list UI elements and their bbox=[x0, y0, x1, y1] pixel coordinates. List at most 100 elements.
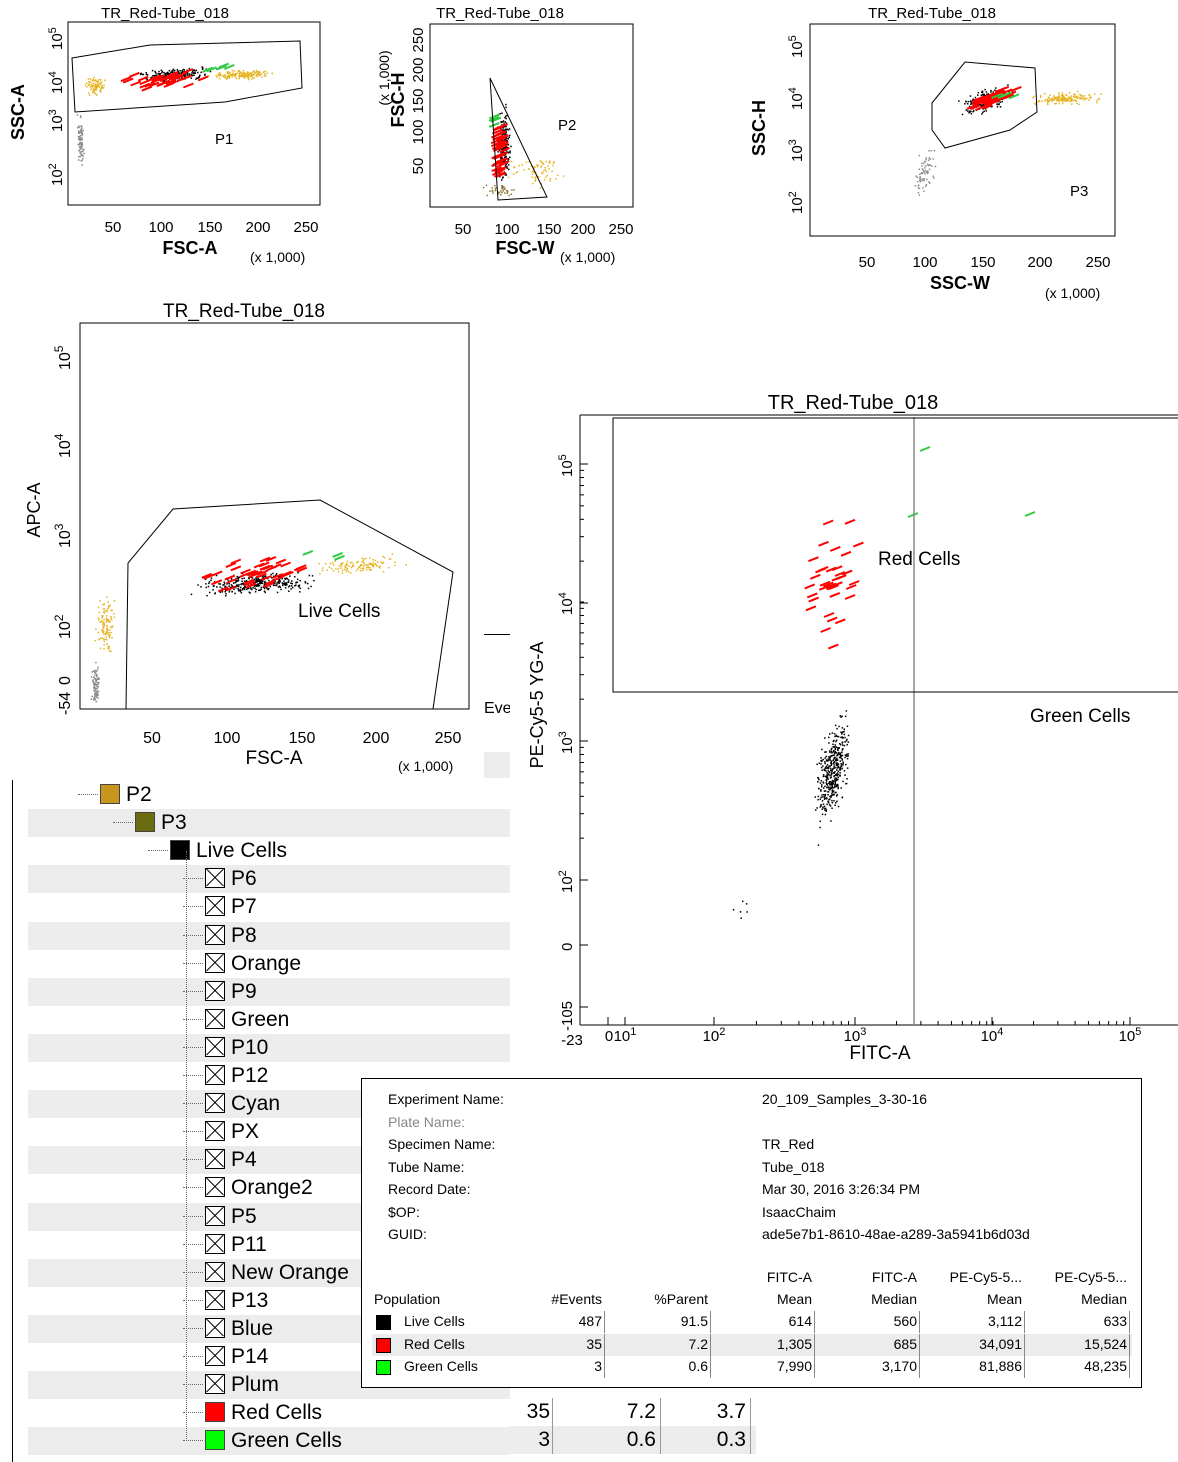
population-label[interactable]: P10 bbox=[231, 1035, 269, 1059]
event-dot bbox=[983, 94, 986, 97]
event-dot bbox=[847, 734, 850, 737]
population-label[interactable]: Green Cells bbox=[231, 1429, 342, 1453]
population-hidden-checkbox-icon[interactable] bbox=[205, 1205, 225, 1226]
population-label[interactable]: Orange2 bbox=[231, 1176, 313, 1200]
event-dot bbox=[821, 759, 823, 762]
event-dot bbox=[193, 72, 195, 75]
population-label[interactable]: P7 bbox=[231, 895, 257, 919]
plot-frame bbox=[429, 23, 634, 208]
population-hidden-checkbox-icon[interactable] bbox=[205, 1233, 225, 1254]
population-label[interactable]: Blue bbox=[231, 1316, 274, 1340]
population-hidden-checkbox-icon[interactable] bbox=[205, 1289, 225, 1310]
event-dot bbox=[235, 77, 238, 80]
event-dash bbox=[203, 573, 215, 580]
population-hidden-checkbox-icon[interactable] bbox=[205, 1346, 225, 1366]
event-dot bbox=[227, 76, 229, 78]
table-row[interactable]: Green Cells 3 0.6 7,990 3,170 81,886 48,235 bbox=[372, 1356, 1132, 1378]
event-dot bbox=[107, 619, 109, 621]
population-hidden-checkbox-icon[interactable] bbox=[205, 1036, 225, 1057]
event-dot bbox=[183, 76, 186, 78]
population-label[interactable]: P14 bbox=[231, 1345, 269, 1368]
population-label[interactable]: Orange bbox=[231, 951, 302, 975]
table-row[interactable]: Red Cells 35 7.2 1,305 685 34,091 15,524 bbox=[372, 1333, 1132, 1356]
population-label[interactable]: P4 bbox=[231, 1148, 257, 1172]
event-dot bbox=[827, 800, 829, 803]
table-cell: 3,112 bbox=[988, 1313, 1022, 1329]
event-dot bbox=[223, 582, 226, 585]
event-dot bbox=[485, 184, 488, 187]
event-dot bbox=[504, 156, 506, 159]
event-dot bbox=[838, 725, 840, 728]
event-dot bbox=[158, 73, 160, 75]
population-hidden-checkbox-icon[interactable] bbox=[205, 1261, 225, 1282]
event-dot bbox=[829, 798, 831, 800]
event-dot bbox=[833, 750, 835, 752]
population-hidden-checkbox-icon[interactable] bbox=[205, 868, 225, 889]
event-dot bbox=[94, 693, 96, 696]
population-hidden-checkbox-icon[interactable] bbox=[205, 1317, 225, 1338]
event-dot bbox=[831, 781, 834, 783]
population-hidden-checkbox-icon[interactable] bbox=[205, 924, 225, 945]
event-dot bbox=[380, 561, 382, 563]
col-header-fitc-median: FITC-A bbox=[871, 1269, 917, 1285]
population-label[interactable]: P6 bbox=[231, 867, 257, 891]
event-dot bbox=[824, 769, 826, 771]
population-hidden-checkbox-icon[interactable] bbox=[205, 1008, 225, 1029]
y-tick-label: 50 bbox=[410, 158, 427, 175]
event-dot bbox=[285, 583, 287, 586]
event-dot bbox=[93, 683, 95, 686]
event-dot bbox=[829, 783, 831, 786]
population-label[interactable]: Red Cells bbox=[231, 1401, 323, 1425]
event-dot bbox=[836, 757, 838, 760]
event-dash bbox=[1010, 85, 1022, 92]
population-color-swatch[interactable] bbox=[135, 812, 155, 833]
table-cell: 633 bbox=[1103, 1313, 1127, 1329]
population-label[interactable]: New Orange bbox=[231, 1260, 349, 1284]
population-label[interactable]: P5 bbox=[231, 1204, 257, 1228]
event-dot bbox=[839, 743, 841, 745]
col-header-pe-mean: PE-Cy5-5... bbox=[949, 1269, 1022, 1285]
population-label[interactable]: P3 bbox=[161, 811, 187, 835]
event-dot bbox=[247, 74, 249, 76]
event-dot bbox=[106, 626, 109, 628]
population-label[interactable]: PX bbox=[231, 1120, 260, 1144]
population-hidden-checkbox-icon[interactable] bbox=[205, 1093, 225, 1114]
event-dot bbox=[87, 78, 90, 80]
event-dash bbox=[197, 75, 209, 82]
population-hidden-checkbox-icon[interactable] bbox=[205, 1149, 225, 1170]
event-dot bbox=[983, 110, 985, 113]
population-label[interactable]: Plum bbox=[231, 1373, 279, 1397]
population-label[interactable]: P9 bbox=[231, 979, 257, 1003]
event-dot bbox=[505, 189, 508, 192]
population-hidden-checkbox-icon[interactable] bbox=[205, 896, 225, 917]
population-label[interactable]: P2 bbox=[126, 783, 152, 806]
event-dot bbox=[193, 74, 195, 77]
event-dot bbox=[827, 778, 829, 780]
population-hidden-checkbox-icon[interactable] bbox=[205, 952, 225, 973]
population-label[interactable]: P8 bbox=[231, 923, 257, 947]
population-color-swatch[interactable] bbox=[205, 1402, 225, 1423]
population-hidden-checkbox-icon[interactable] bbox=[205, 1177, 225, 1198]
population-hidden-checkbox-icon[interactable] bbox=[205, 1121, 225, 1142]
population-hidden-checkbox-icon[interactable] bbox=[205, 1374, 225, 1395]
population-label[interactable]: Green bbox=[231, 1007, 290, 1031]
population-hidden-checkbox-icon[interactable] bbox=[205, 1065, 225, 1085]
population-color-swatch[interactable] bbox=[205, 1430, 225, 1451]
population-label[interactable]: P12 bbox=[231, 1064, 269, 1087]
population-label[interactable]: P13 bbox=[231, 1288, 269, 1312]
event-dot bbox=[534, 180, 536, 182]
population-label[interactable]: Live Cells bbox=[196, 839, 288, 863]
population-label[interactable]: P11 bbox=[231, 1232, 267, 1256]
x-tick-label: 100 bbox=[494, 221, 519, 238]
event-dot bbox=[917, 187, 920, 189]
event-dot bbox=[833, 776, 835, 778]
table-row[interactable]: Live Cells 487 91.5 614 560 3,112 633 bbox=[372, 1311, 1132, 1333]
event-dot bbox=[77, 143, 79, 146]
event-dot bbox=[346, 563, 348, 566]
event-dot bbox=[536, 165, 539, 168]
population-label[interactable]: Cyan bbox=[231, 1092, 281, 1116]
population-color-swatch[interactable] bbox=[100, 784, 120, 804]
event-dot bbox=[1039, 94, 1042, 97]
population-color-swatch[interactable] bbox=[170, 840, 190, 861]
population-hidden-checkbox-icon[interactable] bbox=[205, 980, 225, 1001]
